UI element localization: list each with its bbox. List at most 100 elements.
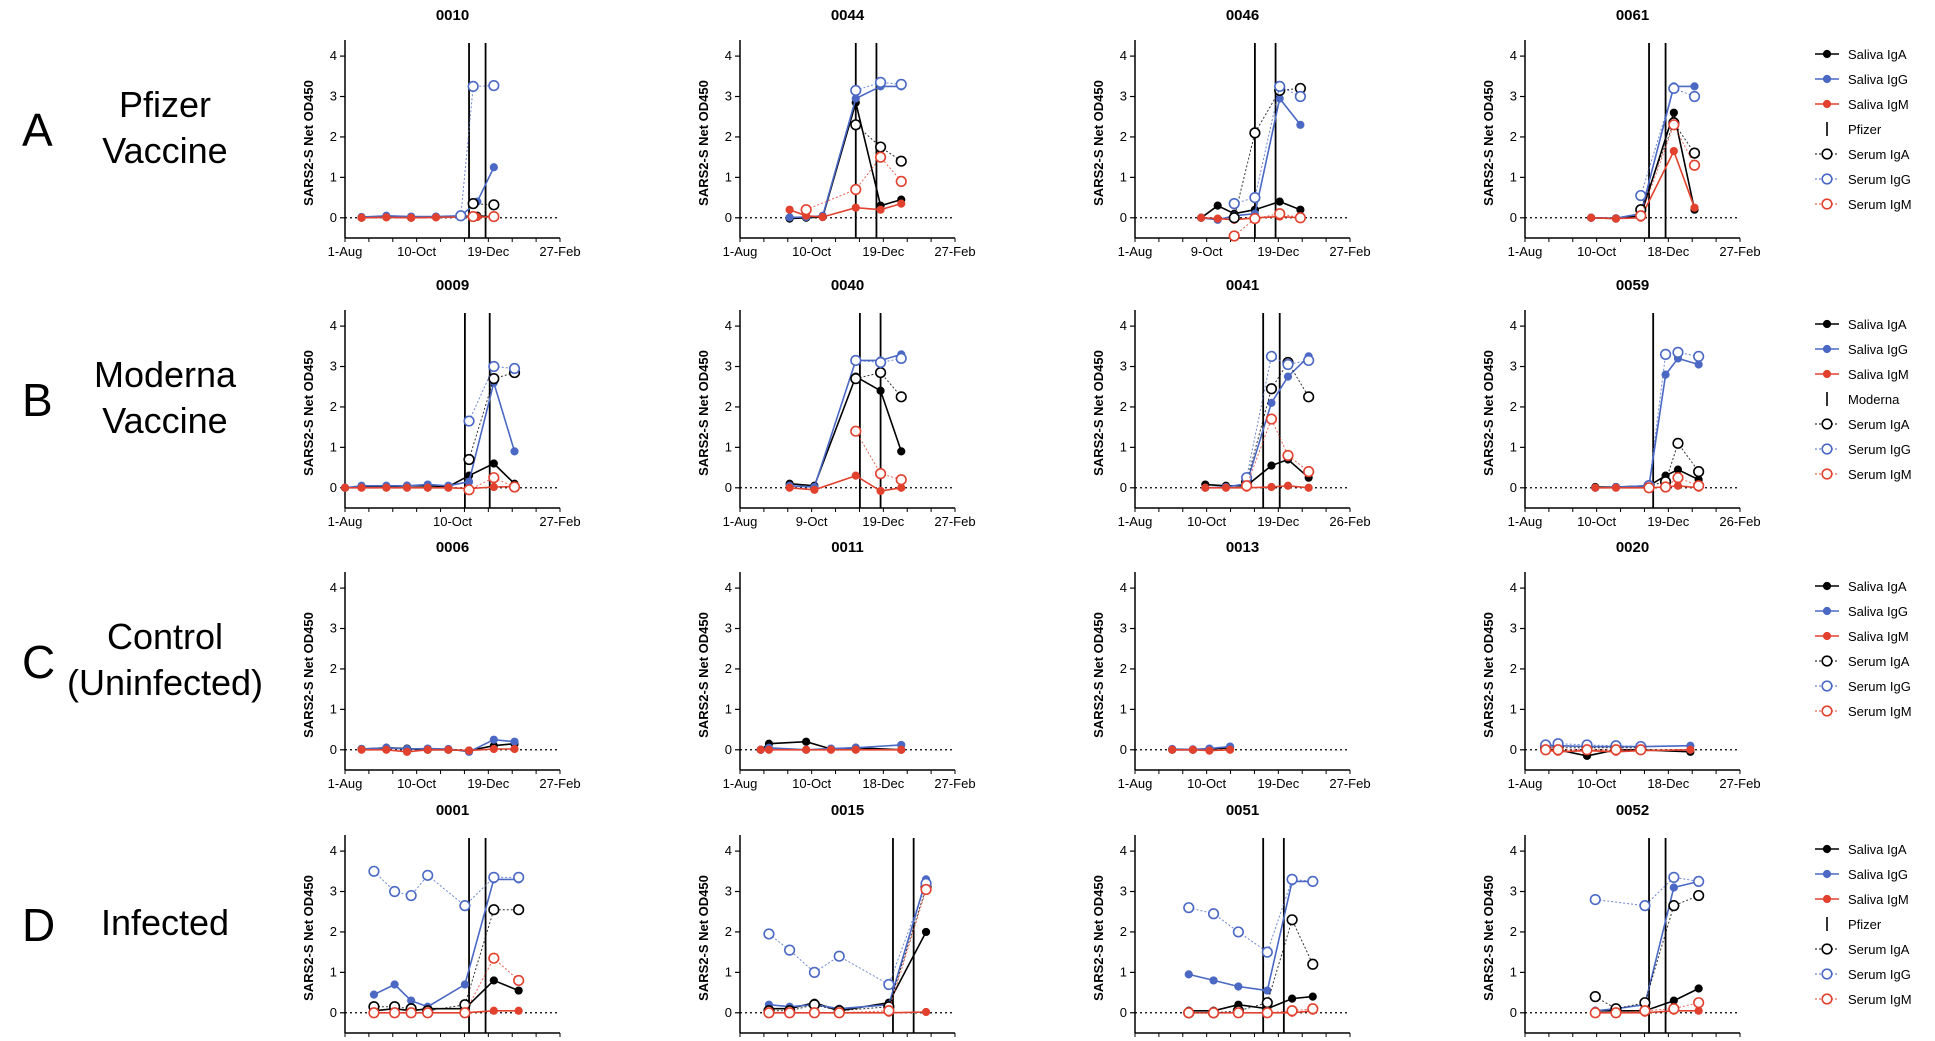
legend-item-saliva-iga: Saliva IgA — [1815, 842, 1907, 857]
data-point — [1232, 926, 1244, 938]
legend-marker — [1822, 319, 1832, 329]
y-axis-label: SARS2-S Net OD450 — [1091, 875, 1106, 1001]
y-tick-label: 0 — [1510, 742, 1517, 757]
legend-item-saliva-igg: Saliva IgG — [1815, 342, 1908, 357]
data-point — [513, 871, 525, 883]
legend-marker — [1821, 943, 1833, 955]
y-tick-label: 4 — [725, 580, 732, 595]
data-point — [1283, 481, 1293, 490]
y-tick-label: 1 — [1510, 169, 1517, 184]
data-point — [784, 1007, 796, 1019]
series-serum-igm — [1183, 1003, 1319, 1019]
data-point — [850, 354, 862, 367]
series-line — [468, 365, 515, 422]
data-point — [1669, 883, 1678, 892]
x-tick-label: 9-Oct — [1191, 244, 1223, 259]
series-line — [1246, 417, 1310, 486]
data-point — [1228, 230, 1240, 242]
y-tick-label: 2 — [1120, 661, 1127, 676]
y-tick-label: 3 — [1510, 89, 1517, 104]
legend-label: Saliva IgM — [1848, 367, 1909, 382]
data-point — [876, 386, 885, 395]
data-point — [1286, 873, 1298, 885]
data-point — [1610, 1007, 1622, 1019]
data-point — [895, 391, 907, 403]
legend-label: Serum IgM — [1848, 992, 1912, 1007]
data-point — [488, 360, 500, 373]
x-tick-label: 27-Feb — [934, 1039, 975, 1041]
data-point — [467, 210, 479, 223]
legend-item-saliva-igg: Saliva IgG — [1815, 867, 1908, 882]
data-point — [488, 79, 500, 92]
legend-label: Saliva IgM — [1848, 629, 1909, 644]
x-tick-label: 1-Aug — [1118, 776, 1153, 791]
y-tick-label: 4 — [1120, 318, 1127, 333]
data-point — [895, 352, 907, 365]
series-saliva-igm — [1168, 745, 1235, 755]
data-point — [874, 366, 887, 379]
y-tick-label: 0 — [725, 210, 732, 225]
y-tick-label: 2 — [1120, 924, 1127, 939]
data-point — [389, 1007, 401, 1019]
data-point — [818, 212, 827, 222]
y-tick-label: 1 — [330, 701, 337, 716]
data-point — [1308, 992, 1317, 1001]
legend-marker — [1822, 581, 1832, 591]
data-point — [1635, 210, 1647, 222]
panel-title: 0010 — [436, 7, 469, 24]
data-point — [1693, 466, 1705, 478]
data-point — [1669, 146, 1678, 156]
x-tick-label: 18-Dec — [1647, 776, 1689, 791]
x-tick-label: 10-Oct — [433, 514, 472, 529]
y-tick-label: 3 — [1510, 884, 1517, 899]
y-tick-label: 1 — [1120, 701, 1127, 716]
series-saliva-igm — [357, 744, 519, 756]
data-point — [850, 183, 862, 196]
data-point — [389, 885, 401, 898]
data-point — [1207, 1007, 1220, 1019]
data-point — [489, 976, 498, 985]
y-tick-label: 4 — [1510, 318, 1517, 333]
data-point — [1249, 191, 1261, 204]
x-tick-label: 1-Aug — [1508, 244, 1543, 259]
x-tick-label: 1-Aug — [328, 244, 363, 259]
series-serum-igg — [1228, 80, 1306, 210]
data-point — [1668, 1003, 1680, 1015]
y-tick-label: 2 — [725, 924, 732, 939]
legend-item-serum-igm: Serum IgM — [1815, 992, 1912, 1007]
y-tick-label: 0 — [1510, 210, 1517, 225]
data-point — [463, 415, 475, 427]
data-point — [488, 199, 500, 211]
legend-label: Saliva IgA — [1848, 842, 1907, 857]
data-point — [1307, 875, 1319, 888]
legend-marker — [1821, 680, 1833, 692]
data-point — [1286, 1005, 1298, 1017]
data-point — [874, 76, 887, 88]
data-point — [463, 484, 475, 496]
data-point — [1639, 1005, 1651, 1017]
legend-marker — [1821, 993, 1833, 1005]
data-point — [508, 481, 521, 493]
x-tick-label: 10-Oct — [397, 1039, 436, 1041]
data-point — [874, 151, 887, 163]
series-line — [1234, 85, 1301, 205]
data-point — [489, 459, 498, 468]
series-serum-igg — [1589, 871, 1705, 912]
y-tick-label: 4 — [330, 48, 337, 63]
y-tick-label: 4 — [725, 318, 732, 333]
y-axis-label: SARS2-S Net OD450 — [1481, 350, 1496, 476]
series-line — [768, 931, 927, 1012]
legend-label: Serum IgM — [1848, 467, 1912, 482]
y-axis-label: SARS2-S Net OD450 — [1091, 612, 1106, 738]
data-point — [1668, 82, 1680, 95]
data-point — [1581, 744, 1593, 756]
data-point — [833, 950, 845, 962]
data-point — [514, 986, 523, 995]
y-tick-label: 1 — [330, 439, 337, 454]
x-tick-label: 10-Oct — [1577, 776, 1616, 791]
x-tick-label: 26-Feb — [1719, 514, 1760, 529]
y-tick-label: 0 — [330, 1005, 337, 1020]
data-point — [1294, 212, 1306, 224]
legend-marker — [1822, 894, 1832, 904]
